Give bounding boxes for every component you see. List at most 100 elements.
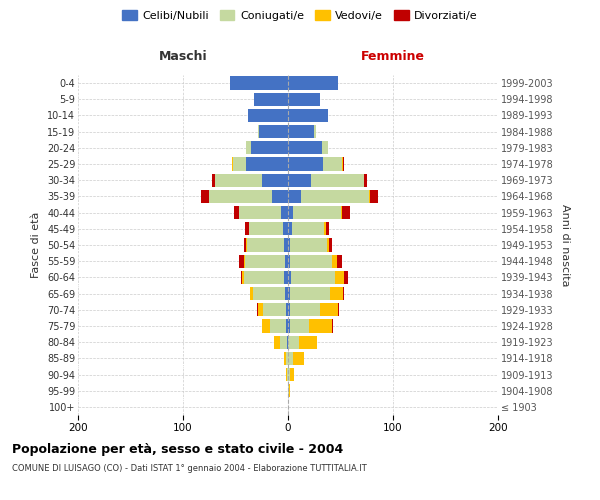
Bar xyxy=(249,222,283,235)
Bar xyxy=(290,238,327,252)
Bar xyxy=(246,238,247,252)
Bar xyxy=(288,238,290,252)
Bar xyxy=(262,174,288,187)
Bar xyxy=(241,270,242,284)
Bar xyxy=(235,206,239,220)
Bar xyxy=(327,238,329,252)
Bar xyxy=(288,92,320,106)
Bar xyxy=(288,254,290,268)
Bar xyxy=(286,368,287,381)
Bar xyxy=(246,158,288,170)
Bar xyxy=(286,303,288,316)
Bar xyxy=(338,303,340,316)
Bar xyxy=(288,206,293,220)
Legend: Celibi/Nubili, Coniugati/e, Vedovi/e, Divorziati/e: Celibi/Nubili, Coniugati/e, Vedovi/e, Di… xyxy=(118,6,482,25)
Bar xyxy=(299,336,317,349)
Bar xyxy=(288,352,293,365)
Bar xyxy=(283,222,288,235)
Bar xyxy=(248,109,288,122)
Bar xyxy=(286,352,288,365)
Bar xyxy=(270,320,286,332)
Bar xyxy=(288,222,292,235)
Bar xyxy=(314,125,316,138)
Bar xyxy=(293,352,304,365)
Bar xyxy=(285,254,288,268)
Bar xyxy=(244,238,246,252)
Bar xyxy=(245,222,249,235)
Bar xyxy=(370,190,379,203)
Text: Popolazione per età, sesso e stato civile - 2004: Popolazione per età, sesso e stato civil… xyxy=(12,442,343,456)
Bar xyxy=(284,352,286,365)
Bar xyxy=(253,287,285,300)
Bar xyxy=(329,238,332,252)
Bar xyxy=(257,125,259,138)
Bar xyxy=(245,254,285,268)
Bar xyxy=(287,368,288,381)
Bar xyxy=(332,320,333,332)
Y-axis label: Fasce di età: Fasce di età xyxy=(31,212,41,278)
Bar xyxy=(288,320,290,332)
Bar xyxy=(288,336,299,349)
Text: COMUNE DI LUISAGO (CO) - Dati ISTAT 1° gennaio 2004 - Elaborazione TUTTITALIA.IT: COMUNE DI LUISAGO (CO) - Dati ISTAT 1° g… xyxy=(12,464,367,473)
Bar xyxy=(369,190,370,203)
Bar xyxy=(239,206,281,220)
Bar xyxy=(322,141,328,154)
Bar xyxy=(288,158,323,170)
Bar xyxy=(254,92,288,106)
Bar xyxy=(290,320,309,332)
Bar xyxy=(215,174,262,187)
Bar xyxy=(288,190,301,203)
Bar xyxy=(343,158,344,170)
Bar xyxy=(291,270,335,284)
Bar xyxy=(343,287,344,300)
Bar xyxy=(242,270,244,284)
Bar xyxy=(341,158,343,170)
Bar xyxy=(274,336,280,349)
Bar xyxy=(290,368,295,381)
Bar xyxy=(341,206,350,220)
Bar xyxy=(244,270,284,284)
Bar xyxy=(290,254,332,268)
Text: Femmine: Femmine xyxy=(361,50,425,63)
Bar xyxy=(330,287,343,300)
Bar xyxy=(344,270,348,284)
Bar xyxy=(288,303,290,316)
Bar xyxy=(230,76,288,90)
Bar xyxy=(212,174,215,187)
Bar xyxy=(290,303,320,316)
Bar xyxy=(289,384,290,398)
Bar xyxy=(324,222,326,235)
Bar xyxy=(284,238,288,252)
Bar xyxy=(288,125,314,138)
Bar xyxy=(284,270,288,284)
Bar xyxy=(287,336,288,349)
Bar xyxy=(285,287,288,300)
Bar xyxy=(280,336,287,349)
Bar xyxy=(288,384,289,398)
Bar xyxy=(263,303,286,316)
Bar xyxy=(288,109,328,122)
Bar xyxy=(320,303,338,316)
Bar xyxy=(244,254,245,268)
Bar xyxy=(262,320,270,332)
Bar xyxy=(288,141,322,154)
Bar xyxy=(281,206,288,220)
Text: Maschi: Maschi xyxy=(158,50,208,63)
Bar xyxy=(364,174,367,187)
Bar xyxy=(232,158,233,170)
Bar xyxy=(301,190,369,203)
Bar xyxy=(288,174,311,187)
Bar xyxy=(250,287,253,300)
Bar xyxy=(288,287,290,300)
Bar xyxy=(309,320,332,332)
Bar xyxy=(251,141,288,154)
Bar xyxy=(286,320,288,332)
Bar xyxy=(288,368,290,381)
Bar xyxy=(201,190,209,203)
Bar xyxy=(337,254,341,268)
Bar xyxy=(239,254,244,268)
Bar xyxy=(326,222,329,235)
Bar xyxy=(246,141,251,154)
Bar xyxy=(332,254,337,268)
Bar xyxy=(233,158,246,170)
